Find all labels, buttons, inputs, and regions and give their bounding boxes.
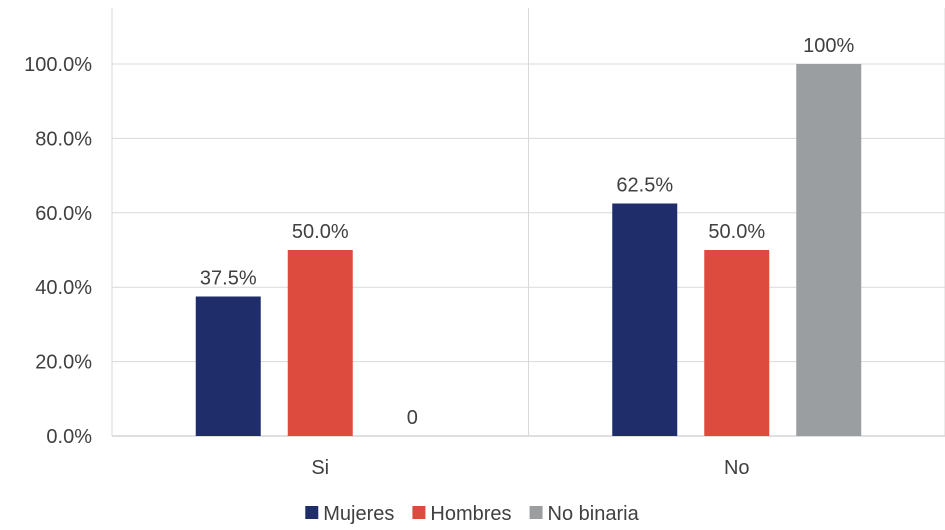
bars — [195, 64, 862, 436]
legend-swatch — [529, 506, 543, 519]
y-tick-label: 0.0% — [46, 426, 92, 448]
legend-label: No binaria — [548, 503, 640, 525]
bar — [612, 203, 678, 436]
legend-swatch — [305, 506, 319, 519]
y-tick-label: 40.0% — [35, 277, 92, 299]
x-axis-categories: Si No — [311, 457, 749, 479]
data-label: 100% — [803, 35, 854, 57]
y-tick-label: 80.0% — [35, 128, 92, 150]
data-label: 62.5% — [616, 175, 673, 197]
legend-label: Mujeres — [323, 503, 394, 525]
legend-swatch — [412, 506, 426, 519]
x-category-label: No — [724, 457, 750, 479]
data-label: 0 — [407, 407, 418, 429]
data-label: 37.5% — [200, 268, 257, 290]
bar — [195, 296, 261, 436]
legend: Mujeres Hombres No binaria — [305, 503, 640, 525]
y-tick-label: 100.0% — [24, 54, 92, 76]
bar — [287, 250, 353, 436]
legend-label: Hombres — [430, 503, 511, 525]
data-labels: 37.5% 50.0% 0 62.5% 50.0% 100% — [200, 35, 855, 429]
data-label: 50.0% — [708, 221, 765, 243]
x-category-label: Si — [311, 457, 329, 479]
y-tick-label: 60.0% — [35, 203, 92, 225]
y-tick-label: 20.0% — [35, 352, 92, 374]
bar — [796, 64, 862, 436]
y-axis-ticks: 0.0% 20.0% 40.0% 60.0% 80.0% 100.0% — [24, 54, 92, 448]
data-label: 50.0% — [292, 221, 349, 243]
bar — [704, 250, 770, 436]
